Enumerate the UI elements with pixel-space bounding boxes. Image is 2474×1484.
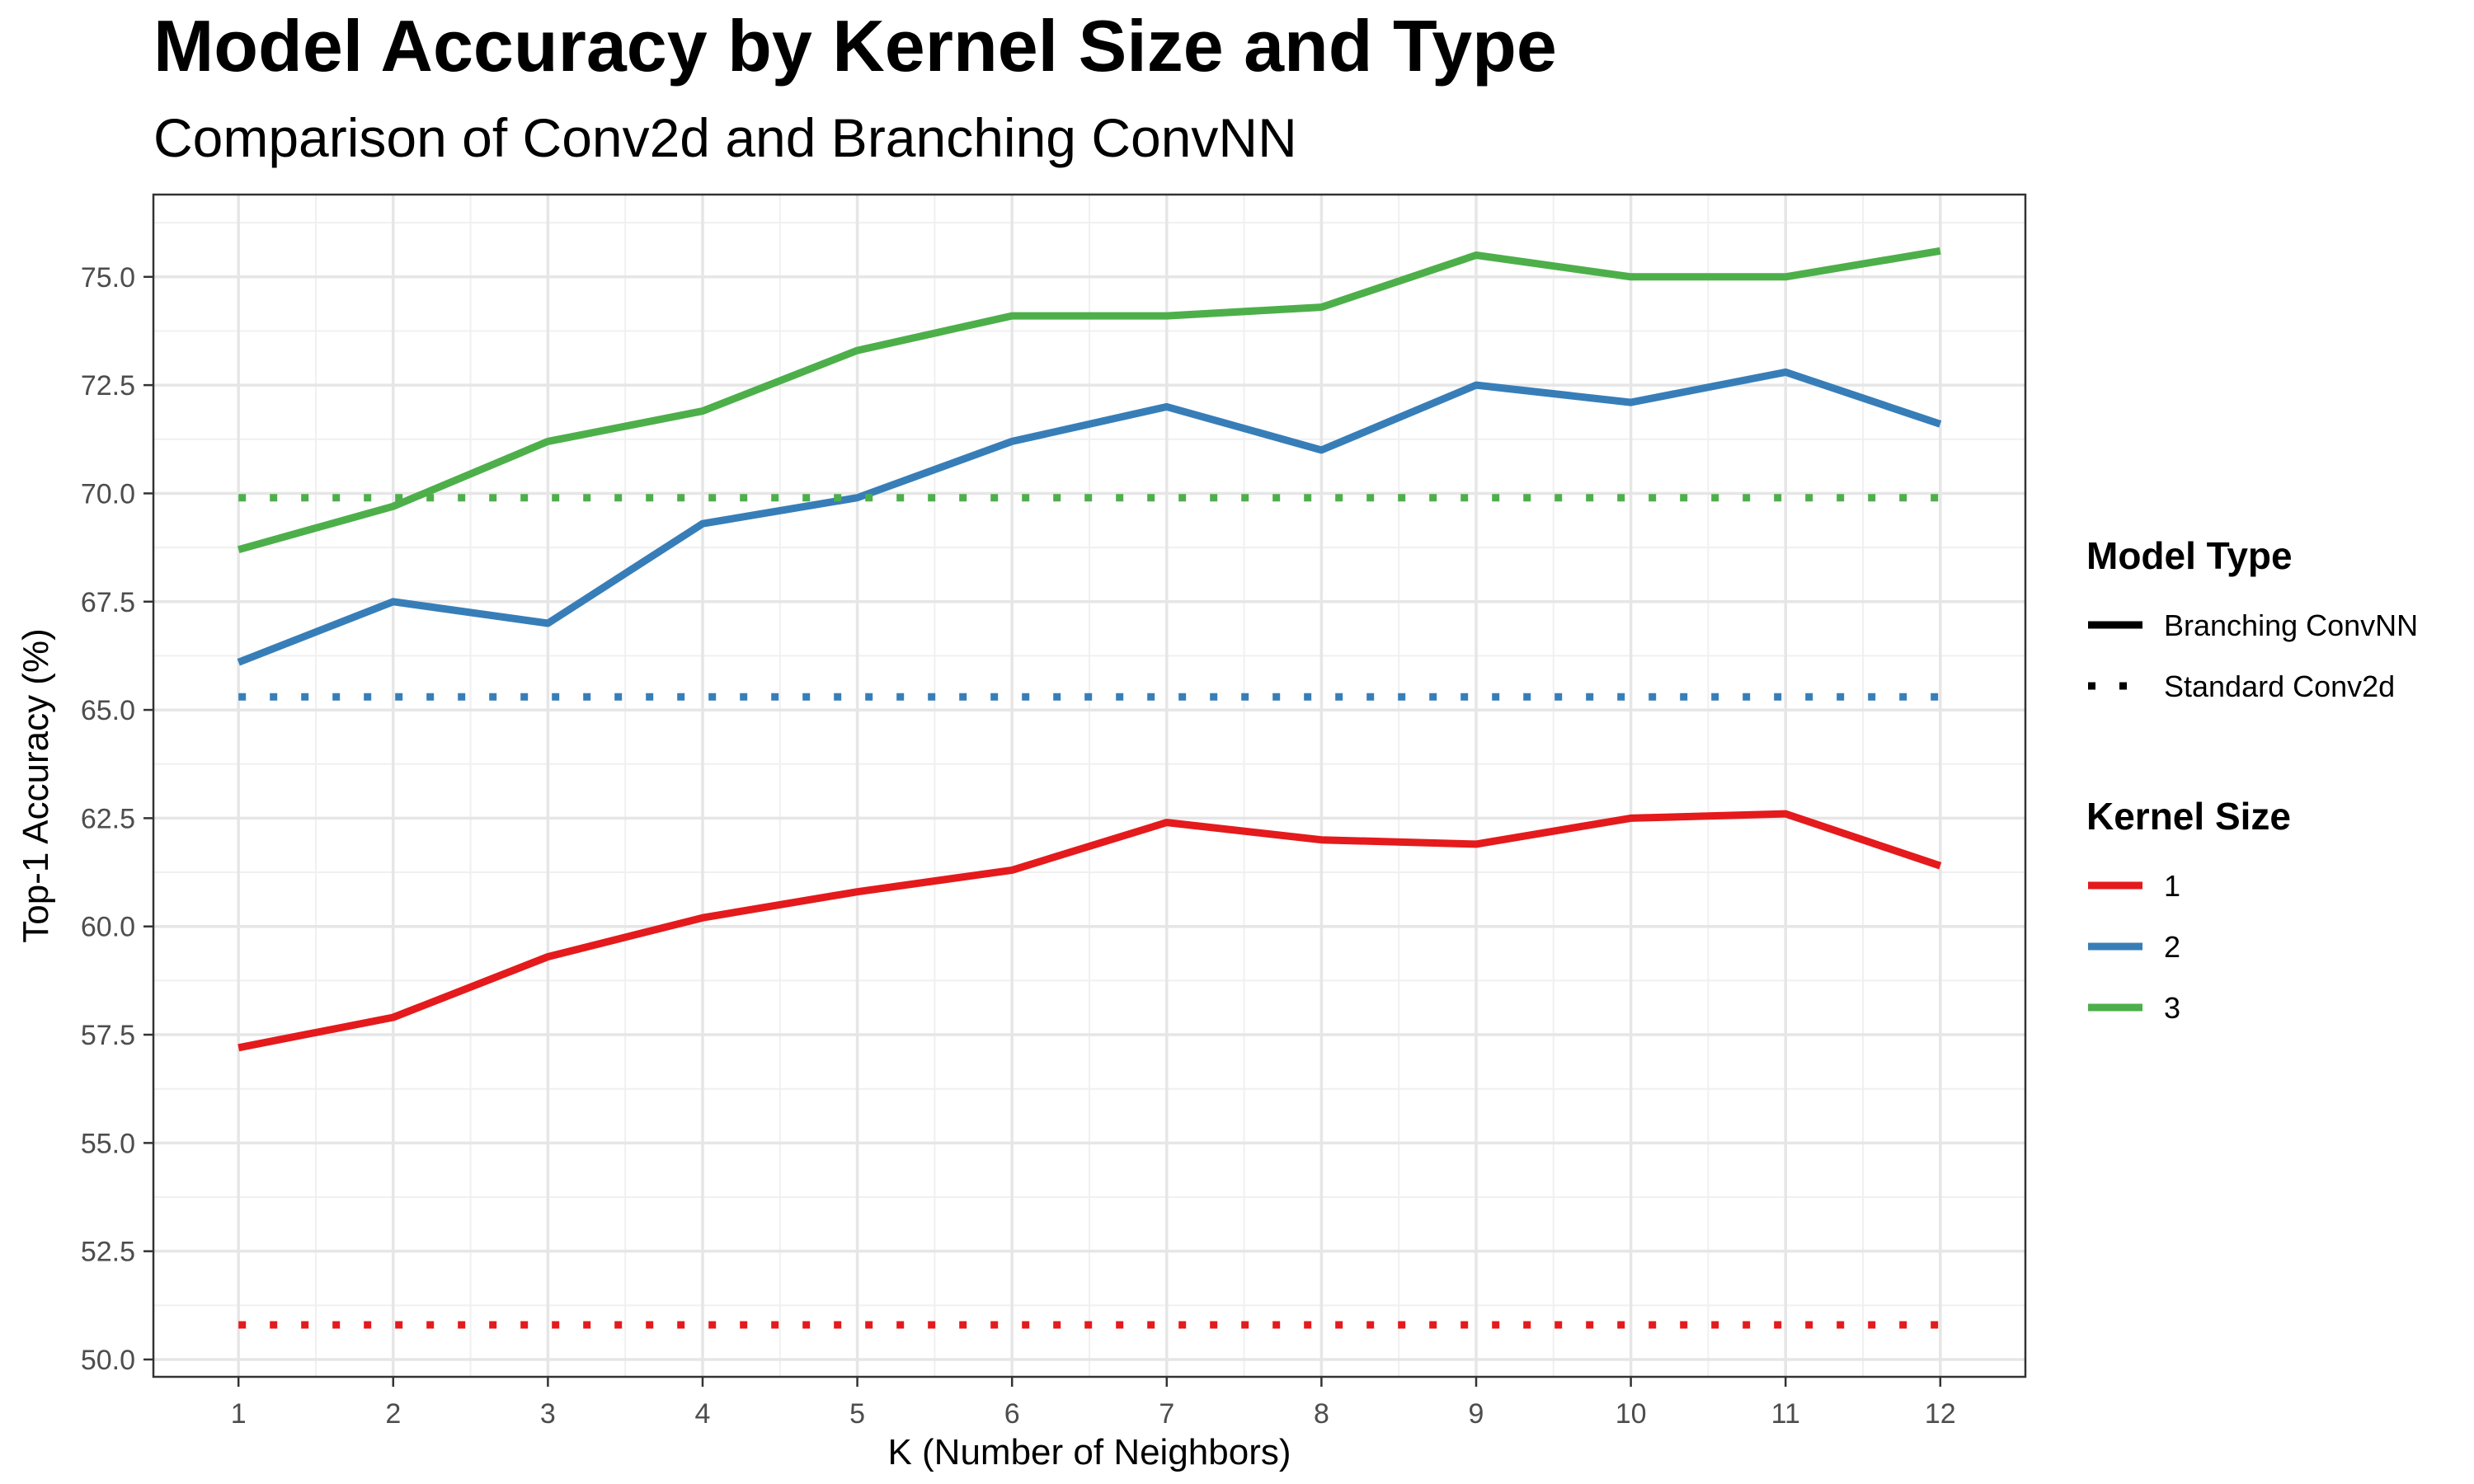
- legend-model-type-items: Branching ConvNN Standard Conv2d: [2088, 608, 2418, 703]
- x-tick-label: 5: [849, 1398, 865, 1430]
- chart-subtitle: Comparison of Conv2d and Branching ConvN…: [153, 107, 1297, 168]
- y-tick-label: 67.5: [81, 587, 135, 618]
- legend-kernel-items: 1 2 3: [2088, 869, 2180, 1025]
- y-tick-label: 65.0: [81, 695, 135, 726]
- y-tick-label: 62.5: [81, 803, 135, 834]
- series-line-kernel-2-branching-convnn: [237, 368, 1942, 666]
- y-tick-label: 50.0: [81, 1345, 135, 1376]
- x-tick-label: 12: [1925, 1398, 1956, 1430]
- chart-title: Model Accuracy by Kernel Size and Type: [153, 5, 1557, 87]
- x-tick-label: 2: [385, 1398, 401, 1430]
- y-tick-label: 55.0: [81, 1128, 135, 1159]
- x-tick-label: 4: [695, 1398, 711, 1430]
- major-gridlines: [153, 195, 2025, 1377]
- x-tick-label: 9: [1469, 1398, 1484, 1430]
- x-tick-label: 8: [1314, 1398, 1329, 1430]
- minor-gridlines: [153, 195, 2025, 1377]
- y-tick-label: 57.5: [81, 1020, 135, 1051]
- y-tick-label: 52.5: [81, 1237, 135, 1268]
- legend-label: Standard Conv2d: [2164, 669, 2395, 703]
- series-line-kernel-1-branching-convnn: [238, 810, 1942, 1052]
- series-line-kernel-3-branching-convnn: [237, 247, 1941, 554]
- legend: Model Type Branching ConvNN Standard Conv…: [2086, 534, 2418, 1025]
- series-layer: [237, 247, 1942, 1329]
- x-axis: 1 2 3 4 5 6 7 8 9 10 11 12: [231, 1377, 1956, 1430]
- y-tick-label: 75.0: [81, 262, 135, 294]
- x-axis-title: K (Number of Neighbors): [887, 1432, 1291, 1472]
- x-tick-label: 11: [1771, 1398, 1800, 1430]
- x-tick-label: 10: [1616, 1398, 1647, 1430]
- legend-label: 1: [2164, 869, 2180, 903]
- x-tick-label: 1: [231, 1398, 247, 1430]
- y-tick-label: 60.0: [81, 912, 135, 943]
- legend-label: 3: [2164, 991, 2180, 1025]
- y-axis: 50.0 52.5 55.0 57.5 60.0 62.5 65.0 67.5 70.0 72.5…: [81, 262, 153, 1376]
- x-tick-label: 6: [1004, 1398, 1020, 1430]
- y-axis-title: Top-1 Accuracy (%): [16, 628, 56, 942]
- x-tick-label: 3: [540, 1398, 556, 1430]
- legend-model-type-title: Model Type: [2086, 534, 2293, 577]
- legend-kernel-title: Kernel Size: [2086, 795, 2291, 838]
- legend-label: Branching ConvNN: [2164, 608, 2418, 642]
- legend-label: 2: [2164, 930, 2180, 964]
- y-tick-label: 72.5: [81, 370, 135, 402]
- x-tick-label: 7: [1159, 1398, 1174, 1430]
- y-tick-label: 70.0: [81, 478, 135, 510]
- plot-border: [152, 193, 2027, 1378]
